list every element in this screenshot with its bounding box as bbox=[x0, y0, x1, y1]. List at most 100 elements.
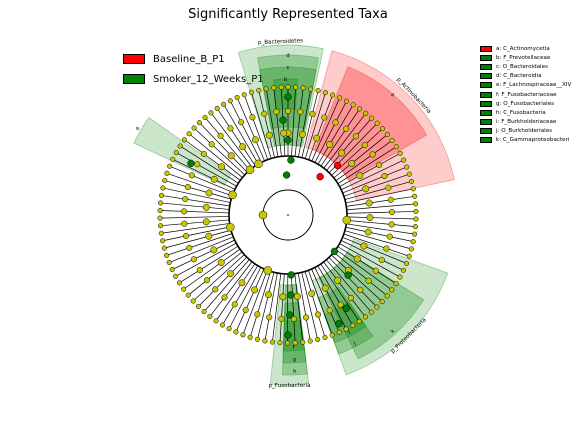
taxon-node bbox=[315, 336, 321, 343]
taxon-node bbox=[342, 215, 352, 225]
taxon-node bbox=[413, 216, 419, 222]
taxon-node bbox=[207, 313, 213, 319]
key-label: j: O_Burkholderiales bbox=[496, 128, 553, 135]
branch-line bbox=[346, 223, 415, 235]
branch-line bbox=[304, 92, 326, 159]
subclade-label: j bbox=[352, 341, 357, 347]
branch-line bbox=[160, 216, 230, 219]
taxon-node bbox=[384, 293, 390, 299]
branch-line bbox=[311, 97, 340, 162]
taxon-node bbox=[322, 334, 328, 341]
branch-line bbox=[291, 87, 296, 157]
significant-node bbox=[287, 291, 295, 299]
branch-line bbox=[317, 265, 354, 326]
taxon-node bbox=[347, 294, 354, 301]
key-item: a: C_Actinomycetia bbox=[480, 44, 571, 53]
taxon-node bbox=[227, 152, 235, 160]
taxon-node bbox=[262, 338, 268, 344]
taxon-node bbox=[258, 210, 268, 220]
key-item: d: C_Bacteroidia bbox=[480, 72, 571, 81]
branch-line bbox=[175, 242, 237, 277]
subclade-label: c bbox=[287, 65, 290, 71]
branch-line bbox=[317, 104, 354, 165]
taxon-node bbox=[293, 293, 301, 300]
key-label: k: C_Gammaproteobacteri bbox=[496, 137, 570, 144]
branch-line bbox=[326, 117, 372, 171]
branch-line bbox=[172, 158, 236, 190]
subclade-label: k bbox=[390, 328, 396, 334]
key-label: a: C_Actinomycetia bbox=[496, 45, 550, 52]
key-swatch bbox=[480, 82, 492, 89]
taxon-node bbox=[219, 322, 226, 328]
branch-line bbox=[308, 270, 333, 336]
taxon-node bbox=[185, 292, 191, 298]
taxon-node bbox=[293, 84, 299, 90]
taxon-node bbox=[300, 85, 306, 91]
taxon-node bbox=[393, 144, 399, 150]
branch-line bbox=[294, 273, 304, 343]
clade-label: p_Fusobacteria bbox=[268, 383, 310, 389]
key-item: c: O_Bacteroidales bbox=[480, 62, 571, 71]
branch-line bbox=[331, 254, 383, 302]
branch-line bbox=[314, 267, 347, 330]
taxon-node bbox=[356, 318, 362, 324]
taxon-node bbox=[227, 270, 235, 278]
clade-label: e bbox=[135, 125, 142, 131]
taxon-node bbox=[338, 149, 346, 157]
taxon-node bbox=[357, 106, 363, 112]
branch-line bbox=[346, 211, 416, 214]
branch-line bbox=[328, 257, 378, 308]
taxon-node bbox=[412, 224, 419, 230]
taxon-node bbox=[363, 110, 369, 116]
taxon-node bbox=[297, 108, 304, 115]
taxon-node bbox=[393, 281, 399, 287]
taxon-node bbox=[334, 276, 342, 284]
key-label: g: O_Fusobacteriales bbox=[496, 100, 555, 107]
taxon-node bbox=[261, 110, 268, 117]
branch-line bbox=[342, 166, 407, 194]
taxon-node bbox=[292, 340, 298, 346]
taxa-key: a: C_Actinomycetia b: F_Prevotellaceae c: … bbox=[480, 44, 571, 145]
taxon-node bbox=[374, 120, 380, 126]
taxon-node bbox=[273, 108, 280, 115]
key-item: g: O_Fusobacteriales bbox=[480, 99, 571, 108]
taxon-node bbox=[364, 228, 372, 236]
taxon-node bbox=[190, 256, 197, 263]
branch-line bbox=[346, 216, 416, 220]
branch-line bbox=[184, 139, 241, 181]
taxon-node bbox=[379, 126, 386, 132]
branch-line bbox=[161, 195, 230, 207]
taxon-node bbox=[228, 190, 237, 200]
taxon-node bbox=[251, 286, 259, 294]
taxon-node bbox=[343, 326, 349, 332]
legend-label-smoker: Smoker_12_Weeks_P1 bbox=[153, 73, 264, 85]
significant-node bbox=[187, 159, 195, 168]
taxon-node bbox=[299, 130, 306, 138]
taxon-node bbox=[348, 159, 356, 167]
taxon-node bbox=[285, 84, 291, 90]
taxon-node bbox=[336, 329, 342, 335]
branch-line bbox=[160, 219, 230, 227]
taxon-node bbox=[210, 175, 218, 183]
taxon-node bbox=[190, 298, 196, 304]
significant-node bbox=[287, 156, 295, 164]
taxon-node bbox=[378, 256, 385, 263]
taxon-node bbox=[315, 88, 321, 94]
branch-line bbox=[179, 145, 239, 184]
key-swatch bbox=[480, 119, 492, 126]
branch-line bbox=[235, 268, 265, 333]
branch-line bbox=[326, 259, 372, 313]
branch-line bbox=[249, 271, 271, 338]
taxon-node bbox=[205, 232, 213, 240]
significant-node bbox=[284, 93, 292, 101]
key-item: i: F_Burkholderiaceae bbox=[480, 118, 571, 127]
taxon-node bbox=[254, 159, 263, 169]
taxon-node bbox=[200, 150, 207, 157]
key-label: b: F_Prevotellaceae bbox=[496, 54, 551, 61]
taxon-node bbox=[186, 131, 192, 137]
taxon-node bbox=[264, 291, 272, 299]
branch-line bbox=[203, 259, 250, 312]
taxon-node bbox=[170, 156, 176, 162]
branch-line bbox=[162, 187, 231, 203]
